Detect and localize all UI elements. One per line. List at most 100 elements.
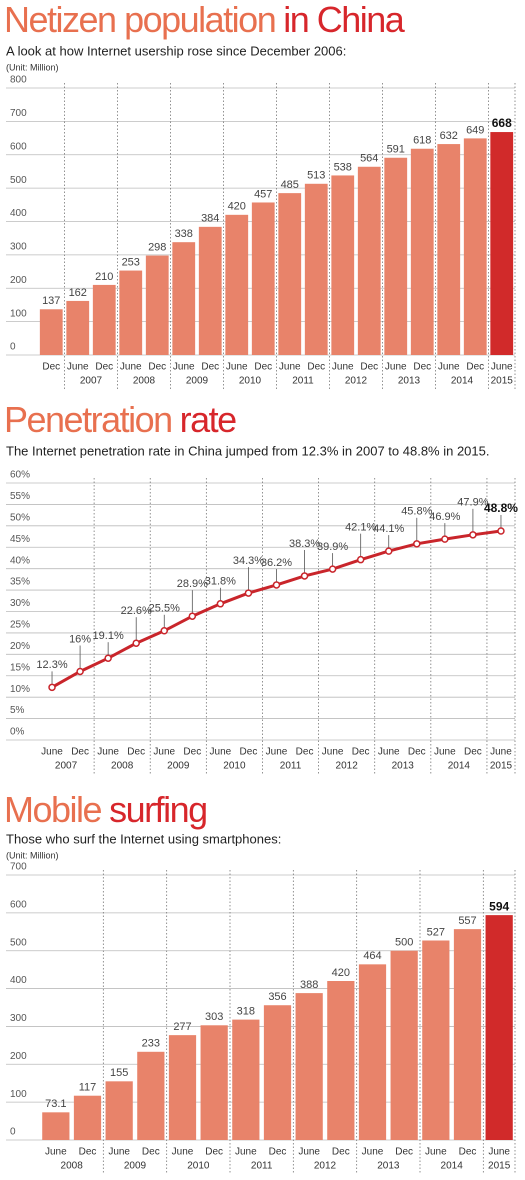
x-tick-label: June: [490, 747, 512, 758]
x-tick-label: Dec: [408, 747, 426, 758]
value-label: 356: [268, 991, 286, 1003]
value-label: 19.1%: [93, 630, 124, 642]
x-tick-label: June: [235, 1147, 257, 1158]
y-tick-label: 800: [10, 75, 27, 86]
y-tick-label: 200: [10, 275, 27, 286]
value-label: 557: [458, 915, 476, 927]
point: [188, 612, 197, 620]
bar: [422, 940, 450, 1140]
value-label: 42.1%: [345, 522, 376, 534]
x-tick-label: June: [438, 362, 460, 373]
value-label: 668: [492, 116, 512, 130]
year-label: 2014: [448, 761, 471, 772]
x-tick-label: June: [266, 747, 288, 758]
year-label: 2008: [61, 1161, 84, 1172]
value-label: 594: [489, 899, 509, 913]
x-tick-label: June: [298, 1147, 320, 1158]
bar: [172, 242, 196, 355]
x-tick-label: June: [385, 362, 407, 373]
value-label: 162: [69, 287, 87, 299]
value-label: 25.5%: [149, 603, 180, 615]
title-part: surfing: [109, 789, 207, 830]
bar: [168, 1035, 197, 1140]
y-tick-label: 5%: [10, 705, 25, 716]
point: [469, 531, 477, 539]
y-tick-label: 600: [10, 899, 27, 910]
x-tick-label: June: [322, 747, 344, 758]
unit-label: (Unit: Million): [6, 850, 59, 860]
x-tick-label: June: [120, 362, 142, 373]
point: [104, 654, 112, 662]
bar: [263, 1005, 292, 1140]
year-label: 2011: [251, 1161, 273, 1172]
bar: [490, 132, 514, 355]
value-label: 500: [395, 937, 413, 949]
x-tick-label: Dec: [352, 747, 370, 758]
value-label: 388: [300, 979, 318, 991]
year-label: 2015: [490, 761, 513, 772]
y-tick-label: 700: [10, 108, 27, 119]
value-label: 34.3%: [233, 555, 264, 567]
title-part: Mobile: [4, 789, 102, 830]
y-tick-label: 50%: [10, 512, 30, 523]
x-tick-label: Dec: [148, 362, 166, 373]
bar: [225, 214, 249, 355]
y-tick-label: 35%: [10, 577, 30, 588]
bar: [453, 929, 482, 1140]
value-label: 513: [307, 170, 325, 182]
value-label: 22.6%: [121, 605, 152, 617]
point: [300, 572, 309, 580]
year-label: 2013: [398, 376, 421, 387]
x-tick-label: June: [425, 1147, 447, 1158]
bar: [295, 993, 323, 1140]
x-tick-label: June: [97, 747, 119, 758]
year-label: 2012: [336, 761, 359, 772]
x-tick-label: Dec: [254, 362, 272, 373]
x-tick-label: June: [434, 747, 456, 758]
y-tick-label: 0%: [10, 727, 25, 738]
bar: [145, 255, 169, 355]
y-tick-label: 40%: [10, 555, 30, 566]
x-tick-label: Dec: [42, 362, 60, 373]
subtitle: Those who surf the Internet using smartp…: [6, 831, 281, 846]
point: [272, 581, 281, 589]
year-label: 2007: [55, 761, 78, 772]
bar: [119, 270, 143, 355]
bar: [251, 202, 275, 355]
year-label: 2014: [451, 376, 474, 387]
value-label: 155: [110, 1067, 128, 1079]
year-label: 2007: [80, 376, 103, 387]
value-label: 632: [440, 130, 458, 142]
year-label: 2010: [239, 376, 262, 387]
x-tick-label: Dec: [240, 747, 258, 758]
value-label: 384: [201, 213, 219, 225]
year-label: 2009: [167, 761, 190, 772]
year-label: 2010: [187, 1161, 210, 1172]
value-label: 338: [175, 228, 193, 240]
subtitle: A look at how Internet usership rose sin…: [6, 43, 346, 58]
year-label: 2010: [223, 761, 246, 772]
y-tick-label: 200: [10, 1051, 27, 1062]
bar: [327, 981, 355, 1140]
bar: [410, 148, 434, 355]
y-tick-label: 55%: [10, 491, 30, 502]
value-label: 36.2%: [261, 557, 292, 569]
value-label: 649: [466, 124, 484, 136]
year-label: 2015: [491, 376, 514, 387]
point: [160, 627, 169, 635]
x-tick-label: Dec: [127, 747, 145, 758]
point: [216, 600, 225, 608]
bar: [304, 183, 328, 355]
x-tick-label: Dec: [360, 362, 378, 373]
y-tick-label: 60%: [10, 470, 30, 481]
title-part: in China: [283, 0, 406, 40]
x-tick-label: June: [362, 1147, 384, 1158]
point: [497, 527, 505, 535]
value-label: 46.9%: [429, 511, 460, 523]
year-label: 2011: [280, 761, 302, 772]
bar: [232, 1019, 260, 1140]
value-label: 591: [387, 144, 405, 156]
x-tick-label: June: [153, 747, 175, 758]
value-label: 538: [334, 161, 352, 173]
